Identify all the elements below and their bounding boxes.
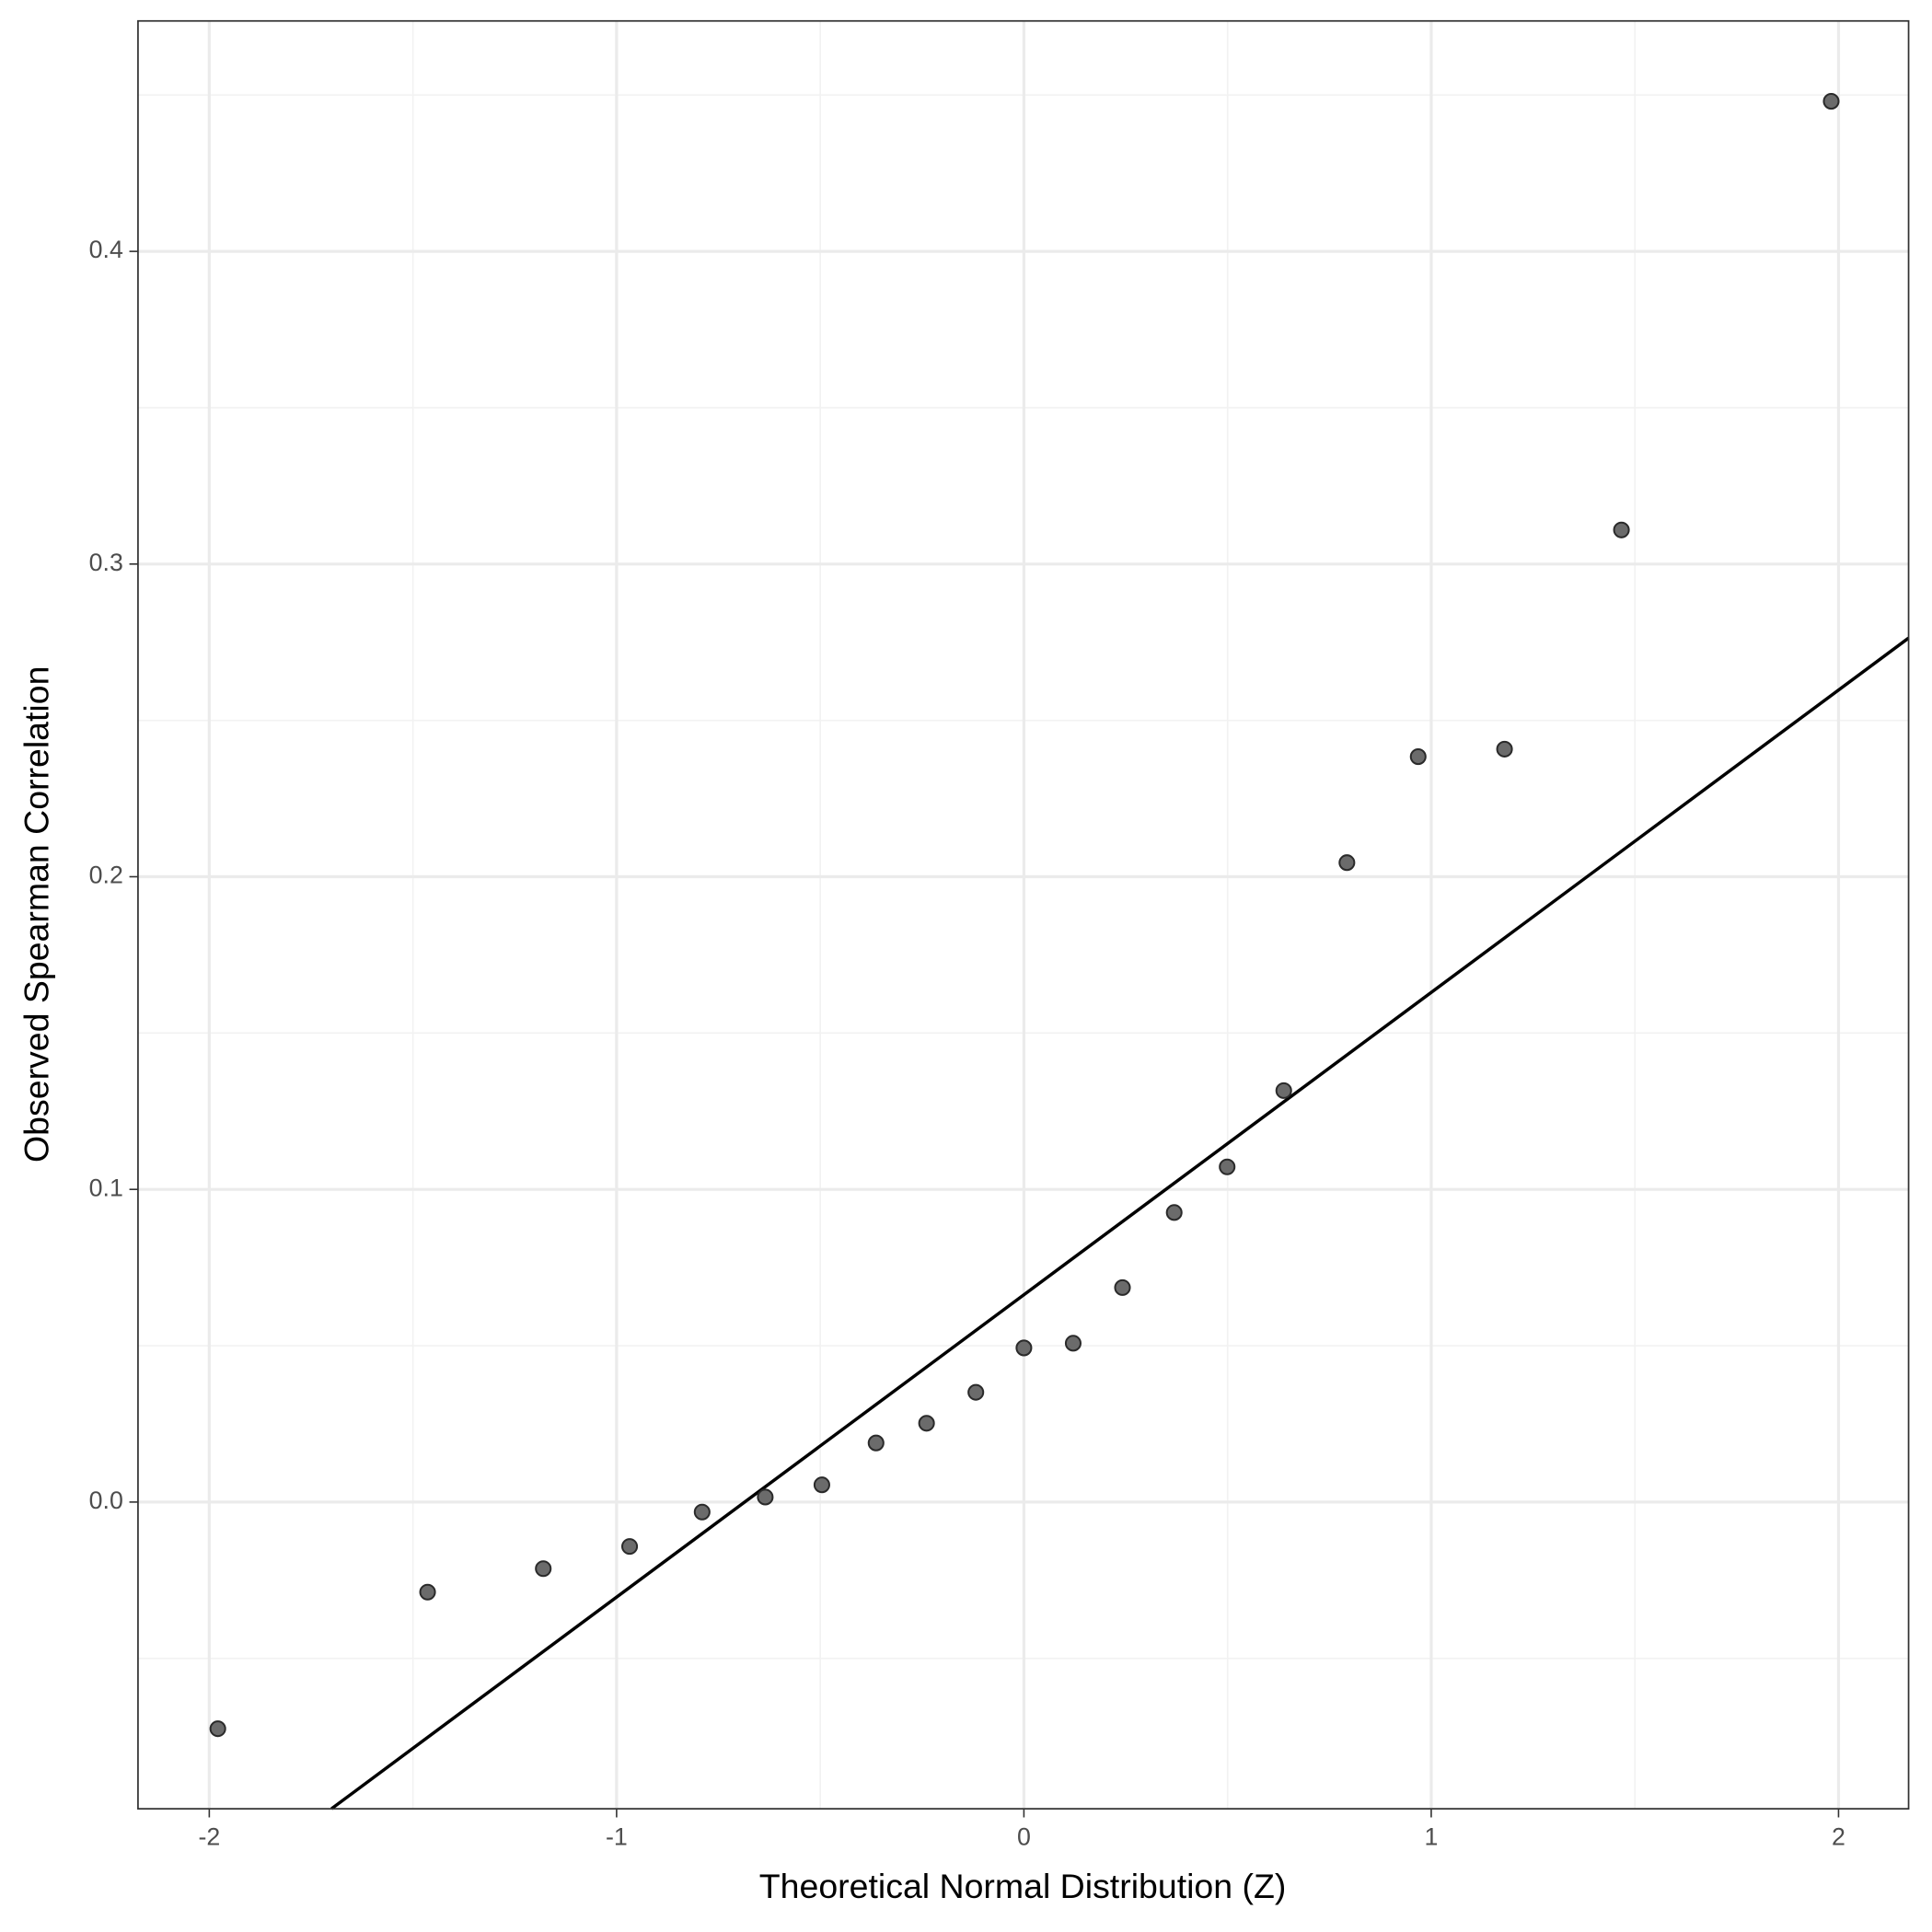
y-tick-label: 0.0 [89, 1487, 123, 1514]
point [1338, 854, 1356, 872]
reference-line [330, 636, 1910, 1811]
point [757, 1488, 774, 1506]
point [813, 1476, 830, 1494]
point [1409, 748, 1427, 766]
point [209, 1720, 226, 1738]
x-tick-label: 1 [1424, 1822, 1438, 1850]
point [1015, 1339, 1033, 1357]
point [1275, 1082, 1292, 1099]
y-tick-label: 0.4 [89, 236, 123, 263]
point [867, 1434, 885, 1452]
y-tick-label: 0.2 [89, 862, 123, 889]
y-axis-title: Observed Spearman Correlation [17, 666, 56, 1163]
x-axis-title: Theoretical Normal Distribution (Z) [759, 1867, 1287, 1905]
point [1219, 1158, 1236, 1175]
panel-border [137, 19, 1910, 1811]
point [1064, 1335, 1082, 1352]
point [1613, 521, 1630, 538]
point [419, 1583, 436, 1601]
point [621, 1538, 639, 1556]
x-tick-label: -1 [606, 1822, 628, 1850]
point [918, 1415, 935, 1432]
x-tick-label: 2 [1832, 1822, 1845, 1850]
point [967, 1383, 985, 1401]
point [1822, 93, 1840, 110]
y-tick-label: 0.3 [89, 549, 123, 576]
point [535, 1560, 552, 1578]
x-tick-label: -2 [198, 1822, 220, 1850]
x-tick-label: 0 [1017, 1822, 1031, 1850]
point [1496, 740, 1513, 758]
point [1114, 1278, 1131, 1296]
point [1165, 1204, 1183, 1221]
y-tick-label: 0.1 [89, 1174, 123, 1201]
point [693, 1503, 711, 1521]
